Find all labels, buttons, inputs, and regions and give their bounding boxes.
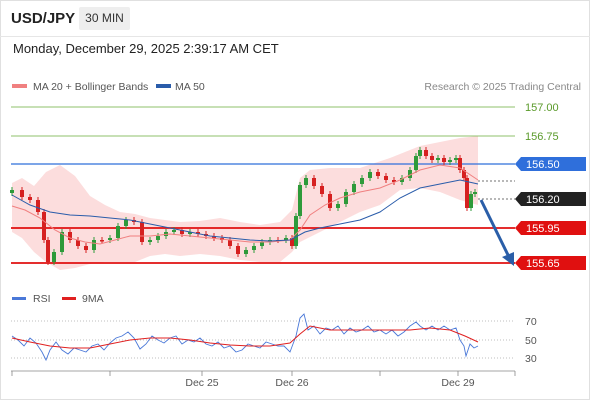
rsi-tick-70: 70 <box>525 316 537 328</box>
candle-body <box>188 232 192 234</box>
rsi-legend-label: RSI <box>33 293 51 305</box>
candle-body <box>46 240 50 262</box>
candle-body <box>458 158 462 170</box>
candle-body <box>436 158 440 160</box>
candle-body <box>196 232 200 234</box>
candle-body <box>294 216 298 246</box>
candle-body <box>430 156 434 160</box>
level-label-155-95: 155.95 <box>526 223 560 235</box>
candle-body <box>36 200 40 212</box>
candle-body <box>52 252 56 262</box>
rsi-tick-50: 50 <box>525 335 537 347</box>
ma20-legend-label: MA 20 + Bollinger Bands <box>33 81 148 93</box>
candle-body <box>336 204 340 208</box>
candle-body <box>298 185 302 216</box>
candle-body <box>400 178 404 182</box>
candle-body <box>320 186 324 194</box>
candle-body <box>10 190 14 193</box>
candle-body <box>100 240 104 242</box>
timestamp: Monday, December 29, 2025 2:39:17 AM CET <box>13 41 279 56</box>
candle-body <box>344 192 348 204</box>
candle-body <box>462 170 466 178</box>
candle-body <box>284 238 288 240</box>
ma50-legend-swatch <box>156 84 171 88</box>
rsi-ma-legend-label: 9MA <box>82 293 104 305</box>
copyright-text: Research © 2025 Trading Central <box>424 81 581 93</box>
candle-body <box>124 220 128 226</box>
x-tick-dec29: Dec 29 <box>441 377 474 389</box>
candle-body <box>108 238 112 240</box>
candle-body <box>156 236 160 240</box>
ma50-legend-label: MA 50 <box>175 81 205 93</box>
tag-156-20-bg <box>515 192 586 206</box>
candle-body <box>180 230 184 234</box>
candle-body <box>172 230 176 232</box>
x-tick-dec25: Dec 25 <box>185 377 218 389</box>
level-label-156-50: 156.50 <box>526 159 560 171</box>
candle-body <box>60 232 64 252</box>
rsi-ma-line <box>11 325 479 349</box>
candle-body <box>352 184 356 192</box>
tag-155-65-bg <box>515 256 586 270</box>
candle-body <box>228 240 232 246</box>
candle-body <box>304 178 308 185</box>
x-tick-dec26: Dec 26 <box>275 377 308 389</box>
candle-body <box>469 194 473 208</box>
candle-body <box>473 192 477 194</box>
candle-body <box>384 176 388 180</box>
candle-body <box>360 178 364 184</box>
level-label-155-65: 155.65 <box>526 258 560 270</box>
candle-body <box>448 160 452 162</box>
level-label-157-00: 157.00 <box>525 102 559 114</box>
candle-body <box>140 222 144 242</box>
candle-body <box>392 180 396 182</box>
candle-body <box>236 246 240 254</box>
header-divider <box>0 36 590 37</box>
candle-body <box>328 194 332 208</box>
candle-body <box>76 240 80 246</box>
ma50-line <box>11 179 479 242</box>
candle-body <box>312 178 316 186</box>
rsi-tick-30: 30 <box>525 353 537 365</box>
candle-body <box>244 250 248 254</box>
level-label-156-75: 156.75 <box>525 131 559 143</box>
symbol-title: USD/JPY <box>11 10 76 27</box>
candle-body <box>465 178 469 208</box>
candle-body <box>68 232 72 240</box>
ma20-line <box>11 164 479 245</box>
candle-body <box>424 150 428 156</box>
forecast-arrow <box>479 199 514 266</box>
candle-body <box>408 170 412 178</box>
ma20-legend-swatch <box>12 84 27 88</box>
candle-body <box>260 242 264 246</box>
candle-body <box>148 240 152 242</box>
level-label-156-20: 156.20 <box>526 194 560 206</box>
header: USD/JPY 30 MIN <box>0 0 590 36</box>
candle-body <box>20 190 24 197</box>
tag-155-95-bg <box>515 221 586 235</box>
candle-body <box>42 212 46 240</box>
timeframe-button[interactable]: 30 MIN <box>79 7 130 30</box>
candle-body <box>84 246 88 250</box>
candle-body <box>442 158 446 162</box>
candle-body <box>92 240 96 250</box>
candle-body <box>116 226 120 238</box>
candle-body <box>252 246 256 250</box>
bollinger-band <box>12 136 478 270</box>
tag-156-50-bg <box>515 157 586 171</box>
candle-body <box>212 236 216 238</box>
candle-body <box>290 238 294 246</box>
candle-body <box>368 172 372 178</box>
rsi-ma-legend-swatch <box>62 297 76 300</box>
candle-body <box>376 172 380 176</box>
rsi-legend-swatch <box>12 297 26 300</box>
candle-body <box>454 158 458 160</box>
candle-body <box>28 197 32 200</box>
candle-body <box>418 150 422 156</box>
candle-body <box>414 156 418 170</box>
